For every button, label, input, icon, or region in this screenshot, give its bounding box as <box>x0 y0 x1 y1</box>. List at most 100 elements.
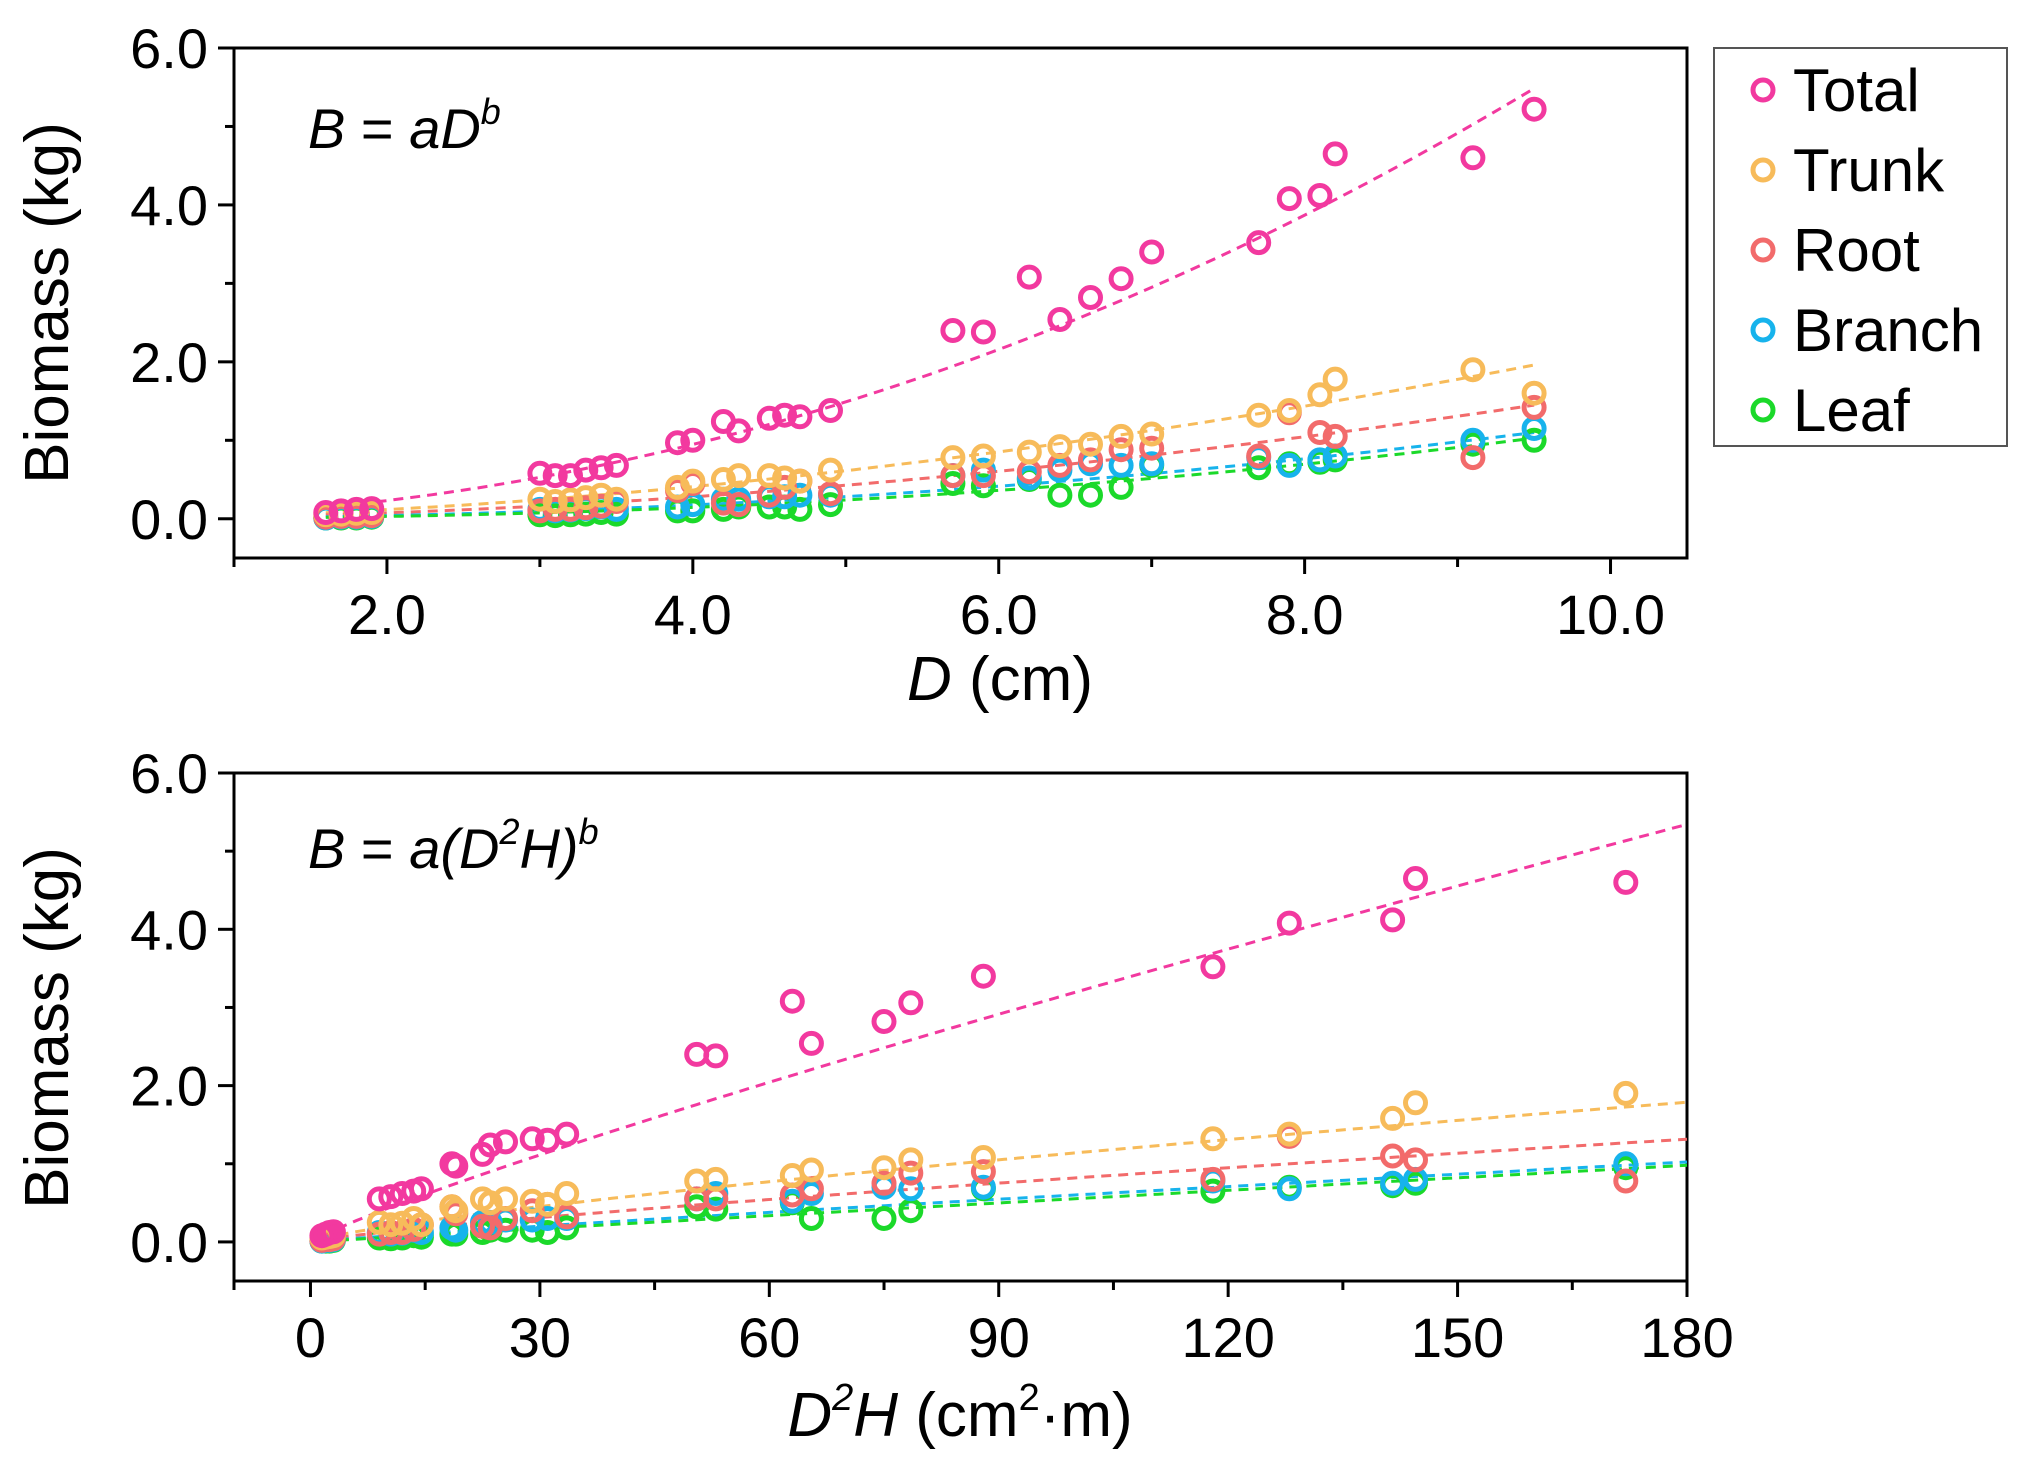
top-fit-line-total <box>325 87 1535 509</box>
top-fit-line-root <box>325 403 1535 517</box>
top-point-total <box>1078 285 1103 310</box>
bottom-point-total <box>1276 910 1302 936</box>
top-point-trunk <box>588 482 614 508</box>
bottom-point-trunk <box>493 1186 518 1212</box>
top-point-total <box>313 500 339 525</box>
bottom-point-root <box>970 1159 996 1185</box>
top-panel: 2.0 4.0 6.0 8.0 10.0 0.0 2.0 4.0 6.0 B = aDb Bio… <box>13 17 1689 714</box>
top-point-branch <box>1108 452 1134 478</box>
top-point-root <box>1246 443 1272 469</box>
bottom-point-leaf <box>898 1198 924 1224</box>
top-point-leaf <box>1078 482 1103 508</box>
bottom-point-trunk <box>378 1212 404 1238</box>
top-point-leaf <box>818 492 843 518</box>
bottom-y-tick-label: 0.0 <box>130 1211 208 1274</box>
top-point-total <box>588 455 614 481</box>
bottom-point-trunk <box>519 1188 545 1214</box>
bottom-point-trunk <box>439 1194 465 1220</box>
bottom-point-trunk <box>871 1155 897 1181</box>
bottom-point-trunk <box>366 1209 392 1235</box>
bottom-point-total <box>477 1132 503 1158</box>
top-point-total <box>726 418 752 444</box>
top-point-trunk <box>1016 439 1042 465</box>
top-point-root <box>710 490 736 516</box>
top-point-trunk <box>1246 402 1272 428</box>
bottom-point-trunk <box>970 1145 996 1170</box>
bottom-point-total <box>1403 866 1428 891</box>
bottom-point-trunk <box>477 1190 503 1216</box>
bottom-point-branch <box>1276 1176 1302 1202</box>
top-point-root <box>818 481 843 507</box>
top-x-tick-label: 6.0 <box>960 583 1038 646</box>
legend-marker-total <box>1750 77 1776 103</box>
top-point-branch <box>1276 452 1302 478</box>
top-fit-line-branch <box>325 431 1535 519</box>
bottom-point-root <box>898 1160 924 1186</box>
top-point-trunk <box>527 486 553 512</box>
bottom-point-total <box>493 1129 518 1155</box>
bottom-fit-line-branch <box>321 1160 1688 1243</box>
top-point-trunk <box>1078 431 1103 457</box>
legend-label-total: Total <box>1793 57 1920 124</box>
bottom-point-trunk <box>703 1166 729 1192</box>
top-point-trunk <box>818 457 843 483</box>
bottom-point-root <box>1200 1166 1226 1192</box>
top-point-total <box>328 498 354 524</box>
bottom-point-trunk <box>1403 1090 1428 1116</box>
bottom-y-tick-label: 4.0 <box>130 898 208 961</box>
bottom-point-total <box>1613 869 1639 895</box>
top-point-leaf <box>1246 455 1272 481</box>
top-point-root <box>1139 435 1165 461</box>
top-point-trunk <box>1047 434 1073 460</box>
top-point-total <box>1139 239 1165 265</box>
top-y-tick-label: 4.0 <box>130 174 208 237</box>
bottom-point-trunk <box>898 1147 924 1173</box>
bottom-x-tick-label: 0 <box>295 1306 326 1369</box>
bottom-point-leaf <box>871 1206 897 1231</box>
top-point-total <box>1276 186 1302 212</box>
bottom-x-tick-label: 30 <box>509 1306 571 1369</box>
bottom-x-tick-label: 90 <box>968 1306 1030 1369</box>
top-y-tick-label: 6.0 <box>130 17 208 80</box>
top-point-leaf <box>970 473 996 499</box>
bottom-point-branch <box>1613 1151 1639 1177</box>
top-point-trunk <box>558 487 583 513</box>
top-x-tick-label: 10.0 <box>1556 583 1665 646</box>
legend-label-leaf: Leaf <box>1793 377 1910 444</box>
bottom-y-axis-label: Biomass (kg) <box>13 847 82 1209</box>
top-fit-line-leaf <box>325 436 1535 519</box>
bottom-point-branch <box>970 1174 996 1200</box>
top-point-total <box>343 496 369 522</box>
bottom-point-total <box>408 1176 434 1202</box>
top-point-total <box>359 496 385 522</box>
top-point-root <box>1460 445 1486 471</box>
bottom-fit-line-trunk <box>321 1100 1688 1240</box>
top-x-tick-label: 8.0 <box>1266 583 1344 646</box>
top-point-trunk <box>1108 423 1134 449</box>
top-point-total <box>680 427 706 453</box>
bottom-point-total <box>898 990 924 1016</box>
bottom-point-trunk <box>1380 1105 1406 1131</box>
top-point-total <box>1246 230 1272 256</box>
legend-marker-trunk <box>1750 157 1776 183</box>
legend-marker-root <box>1750 237 1776 263</box>
top-x-tick-label: 4.0 <box>654 583 732 646</box>
top-point-total <box>1521 96 1547 122</box>
top-point-trunk <box>542 489 568 514</box>
bottom-point-root <box>1403 1147 1428 1173</box>
top-point-root <box>1307 420 1333 445</box>
legend-label-root: Root <box>1793 217 1920 284</box>
bottom-point-branch <box>898 1176 924 1202</box>
top-point-total <box>1460 145 1486 171</box>
bottom-point-trunk <box>535 1191 560 1217</box>
bottom-point-trunk <box>1200 1126 1226 1152</box>
top-point-leaf <box>940 471 966 496</box>
top-point-total <box>1108 266 1134 292</box>
legend: Total Trunk Root Branch Leaf <box>1713 47 2008 447</box>
bottom-point-total <box>320 1219 346 1245</box>
top-point-total <box>603 452 629 478</box>
bottom-point-total <box>779 988 805 1014</box>
top-point-trunk <box>1139 421 1165 447</box>
top-point-total <box>818 398 843 423</box>
bottom-point-leaf <box>1200 1178 1226 1204</box>
